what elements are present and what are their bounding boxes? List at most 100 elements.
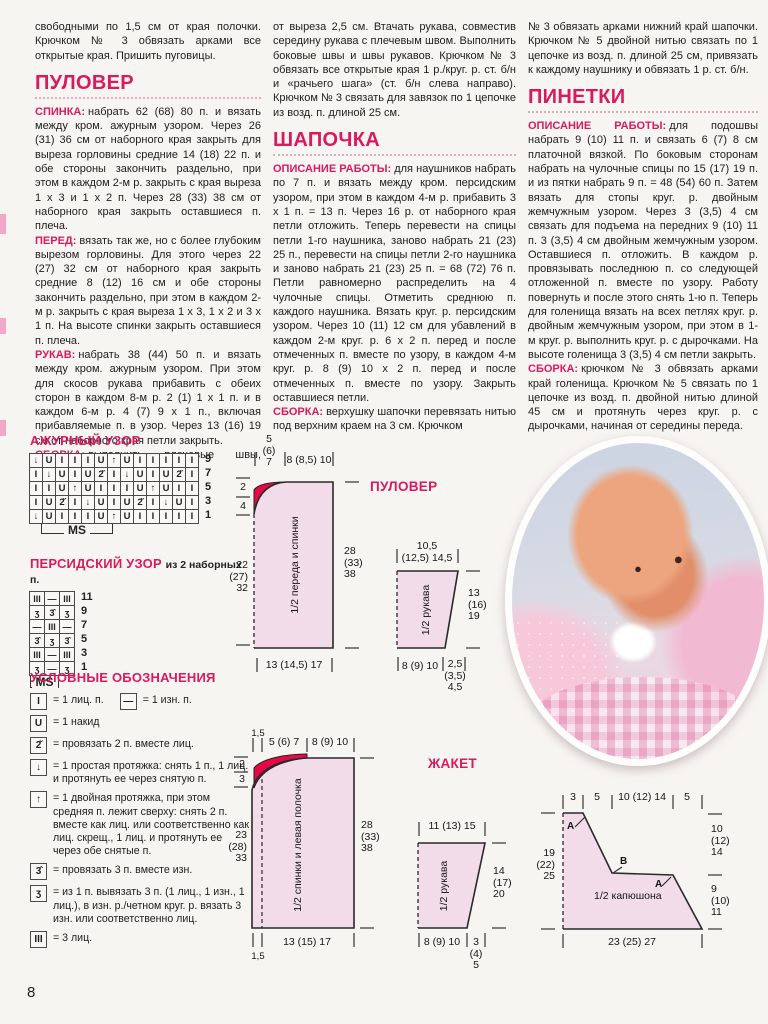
stitch-cell: I [185, 467, 199, 482]
chart-title-text: ПЕРСИДСКИЙ УЗОР [30, 556, 162, 571]
intro-paragraph: от выреза 2,5 см. Втачать рукава, совмес… [273, 21, 516, 119]
stitch-cell: I [185, 453, 199, 468]
chart-row: I U 2̌ I ↓ U I U 2̌ I ↓ U I 3 [29, 495, 245, 510]
measure-jacket-neck-1: 2 [239, 758, 245, 770]
chart-subtitle: из 2 наборных п. [30, 559, 242, 586]
section-heading-hat: ШАПОЧКА [273, 129, 516, 157]
stitch-cell: III [59, 591, 75, 606]
stitch-cell: ↑ [68, 481, 82, 496]
piece-label-jacket-sleeve: 1/2 рукава [438, 860, 450, 912]
column-hat: от выреза 2,5 см. Втачать рукава, совмес… [273, 20, 516, 434]
chart-row: ↓ U I I I U ↑ U I I I I I 1 [29, 509, 245, 524]
measure-band-top: 1,5 [251, 728, 265, 739]
stitch-cell: U [159, 481, 173, 496]
stitch-cell: III [29, 647, 45, 662]
paragraph: ПЕРЕД: вязать так же, но с более глубоким… [35, 234, 261, 348]
stitch-cell: ↑ [107, 509, 121, 524]
row-number: 7 [81, 619, 88, 631]
stitch-cell: U [94, 509, 108, 524]
stitch-cell: I [172, 481, 186, 496]
legend-text: = 1 накид [53, 716, 100, 728]
piece-label-hood: 1/2 капюшона [594, 890, 662, 902]
stitch-cell: I [81, 509, 95, 524]
measure-neck-depth-front: 4 [240, 500, 246, 512]
stitch-cell: U [81, 467, 95, 482]
measure-hood-bottom: 23 (25) 27 [608, 936, 656, 948]
measure-jacket-neck-2: 3 [239, 773, 245, 785]
stitch-cell: ↓ [120, 467, 134, 482]
chart-row: — III — 7 [29, 619, 245, 634]
chart-row: ʒ — ʒ 1 [29, 661, 245, 676]
measure-jsleeve-bottom: 8 (9) 10 [423, 936, 461, 948]
row-number: 5 [81, 633, 88, 645]
legend-item: III = 3 лиц. [30, 931, 252, 949]
measure-sleeve-slant: 2,5 (3,5) 4,5 [444, 658, 466, 693]
measure-neck-width: 5 (6) 7 [262, 433, 276, 468]
legend-item: ʒ = из 1 п. вывязать 3 п. (1 лиц., 1 изн.… [30, 885, 252, 926]
piece-label-jacket-body: 1/2 спинки и левая полочка [292, 778, 304, 912]
measure-hood-top-2: 5 [594, 791, 600, 803]
stitch-cell: I [133, 509, 147, 524]
diagram-title-jacket: ЖАКЕТ [428, 756, 477, 771]
stitch-cell: I [146, 467, 160, 482]
stitch-cell: U [159, 467, 173, 482]
legend-list: I = 1 лиц. п. — = 1 изн. п. U = 1 накид 2̌ = пр… [30, 691, 252, 949]
stitch-cell: I [68, 453, 82, 468]
repeat-label: MS [64, 524, 90, 537]
legend-text: = 1 лиц. п. [53, 694, 104, 706]
stitch-cell: U [42, 453, 56, 468]
paragraph: СБОРКА: верхушку шапочки перевязать нитью… [273, 405, 516, 434]
stitch-cell: ʒ [44, 633, 60, 648]
chart-row: ʒ 3̂ ʒ 9 [29, 605, 245, 620]
legend-item: ↑ = 1 двойная протяжка, при этом средняя … [30, 791, 252, 858]
page-number: 8 [27, 984, 36, 1001]
measure-sleeve-bottom: 8 (9) 10 [401, 660, 439, 672]
paragraph: ОПИСАНИЕ РАБОТЫ: для наушников набрать по… [273, 162, 516, 405]
row-number: 1 [205, 509, 212, 521]
row-number: 3 [205, 495, 212, 507]
stitch-cell: U [42, 495, 56, 510]
row-number: 7 [205, 467, 212, 479]
measure-body-right: 28 (33) 38 [344, 545, 363, 580]
section-heading-booties: ПИНЕТКИ [528, 86, 758, 114]
hood-point-a1: A [567, 821, 575, 832]
stitch-cell: — [29, 619, 45, 634]
row-number: 9 [205, 453, 212, 465]
measure-jsleeve-right: 14 (17) 20 [493, 865, 512, 900]
stitch-cell: U [42, 509, 56, 524]
paragraph: СПИНКА: набрать 62 (68) 80 п. и вязать ме… [35, 105, 261, 234]
repeat-bracket: MS [41, 524, 113, 537]
measure-shoulder: 8 (8,5) 10 [286, 454, 332, 466]
measure-body-left: 22 (27) 32 [229, 559, 248, 594]
stitch-cell: 2̌ [55, 495, 69, 510]
stitch-symbol: 3̂ [30, 863, 47, 881]
legend-item: ↓ = 1 простая протяжка: снять 1 п., 1 лиц… [30, 759, 252, 786]
stitch-cell: I [55, 453, 69, 468]
stitch-cell: — [44, 591, 60, 606]
stitch-symbol: 2̌ [30, 737, 47, 754]
paragraph-lead: ПЕРЕД: [35, 234, 77, 247]
stitch-cell: III [59, 647, 75, 662]
stitch-cell: U [81, 481, 95, 496]
paragraph: ОПИСАНИЕ РАБОТЫ: для подошвы набрать 9 (1… [528, 119, 758, 362]
measure-jacket-left: 23 (28) 33 [228, 829, 247, 864]
stitch-cell: I [107, 481, 121, 496]
stitch-cell: I [146, 453, 160, 468]
section-heading-pullover: ПУЛОВЕР [35, 72, 261, 99]
stitch-cell: ↓ [81, 495, 95, 510]
stitch-cell: I [185, 509, 199, 524]
azhur-grid: ↓ U I I I U ↑ U I I I I I 9 I ↓ U I U 2̌ I ↓ U I U 2̌ I 7 I I U ↑ U I I I U ↑… [29, 453, 245, 524]
stitch-cell: I [133, 453, 147, 468]
piece-label-body: 1/2 переда и спинки [289, 516, 301, 614]
measure-hood-left: 19 (22) 25 [536, 847, 555, 882]
chart-row: III — III 11 [29, 591, 245, 606]
stitch-symbol: ʒ [30, 885, 47, 903]
print-edge-mark [0, 214, 6, 234]
paragraph-text: вязать так же, но с более глубоким вырез… [35, 234, 261, 347]
chart-row: III — III 3 [29, 647, 245, 662]
legend-item: U = 1 накид [30, 715, 252, 732]
stitch-symbol: III [30, 931, 47, 949]
stitch-cell: ʒ [59, 605, 75, 620]
baby-photo [505, 436, 768, 766]
